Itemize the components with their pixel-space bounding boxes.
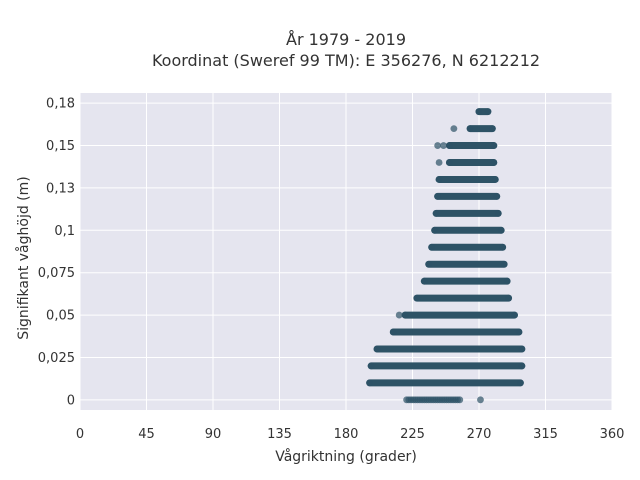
data-point xyxy=(490,159,498,166)
data-point xyxy=(518,345,526,353)
data-point xyxy=(367,362,375,370)
x-tick-label: 360 xyxy=(600,427,625,442)
data-point xyxy=(413,294,421,302)
data-point xyxy=(446,159,453,166)
data-point xyxy=(389,328,397,336)
data-point xyxy=(466,125,474,132)
data-point xyxy=(395,311,403,319)
x-axis-ticks: 0 45 90 135 180 225 270 315 360 xyxy=(76,427,625,442)
data-point xyxy=(420,277,428,285)
grid-lines xyxy=(79,93,613,410)
data-point xyxy=(450,125,458,132)
x-tick-label: 135 xyxy=(267,427,292,442)
data-point xyxy=(497,226,505,234)
data-point xyxy=(516,379,524,387)
data-point xyxy=(484,108,492,116)
data-point xyxy=(494,209,502,217)
y-tick-label: 0,1 xyxy=(54,224,75,239)
data-point xyxy=(475,108,483,116)
y-tick-label: 0,18 xyxy=(46,97,75,112)
data-point xyxy=(373,345,381,353)
y-tick-label: 0,075 xyxy=(38,266,75,281)
x-tick-label: 225 xyxy=(400,427,425,442)
data-point xyxy=(432,209,440,217)
data-point xyxy=(477,396,484,404)
data-point xyxy=(366,379,374,387)
data-points xyxy=(366,108,526,404)
data-point xyxy=(434,142,442,149)
x-tick-label: 45 xyxy=(138,427,155,442)
data-point xyxy=(456,396,464,404)
data-point xyxy=(435,176,443,183)
data-point xyxy=(500,260,508,268)
data-point xyxy=(425,260,433,268)
data-point xyxy=(503,277,511,285)
data-point xyxy=(431,226,439,234)
x-tick-label: 270 xyxy=(467,427,492,442)
data-point xyxy=(511,311,518,319)
x-tick-label: 0 xyxy=(76,427,84,442)
data-point xyxy=(435,159,443,166)
x-tick-label: 315 xyxy=(533,427,558,442)
data-point xyxy=(518,362,526,370)
y-axis-label: Signifikant våghöjd (m) xyxy=(15,176,32,339)
data-point xyxy=(446,142,453,149)
x-axis-label: Vågriktning (grader) xyxy=(275,448,417,465)
data-point xyxy=(401,311,409,319)
y-tick-label: 0,13 xyxy=(46,181,75,196)
x-tick-label: 90 xyxy=(205,427,222,442)
y-axis-ticks: 0 0,025 0,05 0,075 0,1 0,13 0,15 0,18 xyxy=(38,97,75,409)
data-point xyxy=(499,243,507,251)
chart-title-line2: Koordinat (Sweref 99 TM): E 356276, N 62… xyxy=(152,51,540,70)
y-tick-label: 0,025 xyxy=(38,351,75,366)
chart-title-line1: År 1979 - 2019 xyxy=(286,30,406,49)
data-point xyxy=(515,328,523,336)
y-tick-label: 0,05 xyxy=(46,309,75,324)
data-point xyxy=(505,294,512,302)
y-tick-label: 0 xyxy=(67,393,75,408)
data-point xyxy=(428,243,436,251)
data-point xyxy=(490,142,498,149)
data-point xyxy=(434,193,442,200)
data-point xyxy=(488,125,496,132)
data-point xyxy=(491,176,499,183)
y-tick-label: 0,15 xyxy=(46,139,75,154)
x-tick-label: 180 xyxy=(334,427,359,442)
data-point xyxy=(493,193,501,200)
data-point xyxy=(440,142,447,149)
